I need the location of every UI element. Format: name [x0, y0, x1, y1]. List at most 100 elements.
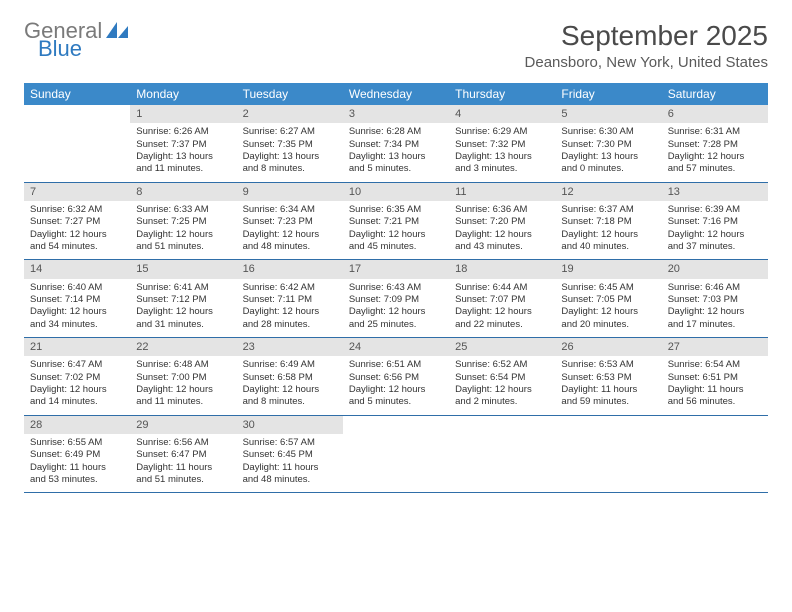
sunset-text: Sunset: 7:02 PM: [30, 372, 124, 384]
dl2-text: and 54 minutes.: [30, 241, 124, 253]
sunset-text: Sunset: 7:34 PM: [349, 139, 443, 151]
sunset-text: Sunset: 7:35 PM: [243, 139, 337, 151]
dl2-text: and 48 minutes.: [243, 241, 337, 253]
day-cell: 8Sunrise: 6:33 AMSunset: 7:25 PMDaylight…: [130, 183, 236, 260]
day-header: Friday: [555, 83, 661, 105]
logo: General Blue: [24, 20, 128, 60]
day-number: 22: [130, 338, 236, 356]
dl2-text: and 20 minutes.: [561, 319, 655, 331]
day-cell: 11Sunrise: 6:36 AMSunset: 7:20 PMDayligh…: [449, 183, 555, 260]
sunset-text: Sunset: 7:00 PM: [136, 372, 230, 384]
day-number: 12: [555, 183, 661, 201]
day-body: Sunrise: 6:48 AMSunset: 7:00 PMDaylight:…: [130, 356, 236, 414]
day-body: Sunrise: 6:46 AMSunset: 7:03 PMDaylight:…: [662, 279, 768, 337]
day-number: 5: [555, 105, 661, 123]
sunrise-text: Sunrise: 6:30 AM: [561, 126, 655, 138]
dl1-text: Daylight: 13 hours: [561, 151, 655, 163]
day-cell: 4Sunrise: 6:29 AMSunset: 7:32 PMDaylight…: [449, 105, 555, 182]
dl1-text: Daylight: 12 hours: [668, 229, 762, 241]
sunrise-text: Sunrise: 6:57 AM: [243, 437, 337, 449]
dl2-text: and 5 minutes.: [349, 396, 443, 408]
calendar-page: General Blue September 2025 Deansboro, N…: [0, 0, 792, 513]
sunrise-text: Sunrise: 6:27 AM: [243, 126, 337, 138]
week-row: 28Sunrise: 6:55 AMSunset: 6:49 PMDayligh…: [24, 416, 768, 494]
day-body: Sunrise: 6:42 AMSunset: 7:11 PMDaylight:…: [237, 279, 343, 337]
day-cell: 20Sunrise: 6:46 AMSunset: 7:03 PMDayligh…: [662, 260, 768, 337]
day-cell: 26Sunrise: 6:53 AMSunset: 6:53 PMDayligh…: [555, 338, 661, 415]
sunrise-text: Sunrise: 6:43 AM: [349, 282, 443, 294]
month-title: September 2025: [525, 20, 768, 52]
day-body: Sunrise: 6:28 AMSunset: 7:34 PMDaylight:…: [343, 123, 449, 181]
sunrise-text: Sunrise: 6:54 AM: [668, 359, 762, 371]
sunset-text: Sunset: 6:58 PM: [243, 372, 337, 384]
sunrise-text: Sunrise: 6:46 AM: [668, 282, 762, 294]
day-cell: 3Sunrise: 6:28 AMSunset: 7:34 PMDaylight…: [343, 105, 449, 182]
day-body: Sunrise: 6:47 AMSunset: 7:02 PMDaylight:…: [24, 356, 130, 414]
dl2-text: and 11 minutes.: [136, 396, 230, 408]
day-cell: 16Sunrise: 6:42 AMSunset: 7:11 PMDayligh…: [237, 260, 343, 337]
day-body: Sunrise: 6:43 AMSunset: 7:09 PMDaylight:…: [343, 279, 449, 337]
day-cell: 18Sunrise: 6:44 AMSunset: 7:07 PMDayligh…: [449, 260, 555, 337]
day-headers-row: SundayMondayTuesdayWednesdayThursdayFrid…: [24, 83, 768, 105]
day-body: Sunrise: 6:49 AMSunset: 6:58 PMDaylight:…: [237, 356, 343, 414]
day-cell: 1Sunrise: 6:26 AMSunset: 7:37 PMDaylight…: [130, 105, 236, 182]
day-number: 1: [130, 105, 236, 123]
dl2-text: and 25 minutes.: [349, 319, 443, 331]
sunset-text: Sunset: 6:56 PM: [349, 372, 443, 384]
dl2-text: and 8 minutes.: [243, 163, 337, 175]
sunrise-text: Sunrise: 6:36 AM: [455, 204, 549, 216]
day-cell: 19Sunrise: 6:45 AMSunset: 7:05 PMDayligh…: [555, 260, 661, 337]
sunset-text: Sunset: 7:25 PM: [136, 216, 230, 228]
dl2-text: and 43 minutes.: [455, 241, 549, 253]
day-header: Monday: [130, 83, 236, 105]
sunrise-text: Sunrise: 6:26 AM: [136, 126, 230, 138]
day-number: 25: [449, 338, 555, 356]
day-body: Sunrise: 6:37 AMSunset: 7:18 PMDaylight:…: [555, 201, 661, 259]
day-cell: 24Sunrise: 6:51 AMSunset: 6:56 PMDayligh…: [343, 338, 449, 415]
week-row: 7Sunrise: 6:32 AMSunset: 7:27 PMDaylight…: [24, 183, 768, 261]
day-cell: 27Sunrise: 6:54 AMSunset: 6:51 PMDayligh…: [662, 338, 768, 415]
sunrise-text: Sunrise: 6:42 AM: [243, 282, 337, 294]
day-number: 24: [343, 338, 449, 356]
header: General Blue September 2025 Deansboro, N…: [24, 20, 768, 71]
sunset-text: Sunset: 7:03 PM: [668, 294, 762, 306]
sunrise-text: Sunrise: 6:53 AM: [561, 359, 655, 371]
dl2-text: and 56 minutes.: [668, 396, 762, 408]
day-body: Sunrise: 6:29 AMSunset: 7:32 PMDaylight:…: [449, 123, 555, 181]
day-number: 21: [24, 338, 130, 356]
dl2-text: and 51 minutes.: [136, 241, 230, 253]
location-subtitle: Deansboro, New York, United States: [525, 54, 768, 71]
dl1-text: Daylight: 12 hours: [243, 229, 337, 241]
sunrise-text: Sunrise: 6:32 AM: [30, 204, 124, 216]
dl1-text: Daylight: 12 hours: [561, 306, 655, 318]
dl1-text: Daylight: 11 hours: [136, 462, 230, 474]
dl2-text: and 40 minutes.: [561, 241, 655, 253]
sunrise-text: Sunrise: 6:55 AM: [30, 437, 124, 449]
sunrise-text: Sunrise: 6:45 AM: [561, 282, 655, 294]
day-body: Sunrise: 6:36 AMSunset: 7:20 PMDaylight:…: [449, 201, 555, 259]
dl1-text: Daylight: 12 hours: [243, 384, 337, 396]
sunset-text: Sunset: 6:45 PM: [243, 449, 337, 461]
day-number: 30: [237, 416, 343, 434]
sunrise-text: Sunrise: 6:51 AM: [349, 359, 443, 371]
day-body: Sunrise: 6:35 AMSunset: 7:21 PMDaylight:…: [343, 201, 449, 259]
dl1-text: Daylight: 12 hours: [668, 306, 762, 318]
day-header: Sunday: [24, 83, 130, 105]
day-cell: [449, 416, 555, 493]
sunset-text: Sunset: 7:16 PM: [668, 216, 762, 228]
dl2-text: and 57 minutes.: [668, 163, 762, 175]
sunset-text: Sunset: 7:18 PM: [561, 216, 655, 228]
dl1-text: Daylight: 12 hours: [136, 384, 230, 396]
day-cell: 9Sunrise: 6:34 AMSunset: 7:23 PMDaylight…: [237, 183, 343, 260]
sunrise-text: Sunrise: 6:48 AM: [136, 359, 230, 371]
day-cell: 10Sunrise: 6:35 AMSunset: 7:21 PMDayligh…: [343, 183, 449, 260]
day-number: 13: [662, 183, 768, 201]
day-number: 9: [237, 183, 343, 201]
dl1-text: Daylight: 11 hours: [30, 462, 124, 474]
day-cell: 6Sunrise: 6:31 AMSunset: 7:28 PMDaylight…: [662, 105, 768, 182]
day-cell: [662, 416, 768, 493]
dl1-text: Daylight: 12 hours: [561, 229, 655, 241]
day-number: 6: [662, 105, 768, 123]
day-cell: 17Sunrise: 6:43 AMSunset: 7:09 PMDayligh…: [343, 260, 449, 337]
sunset-text: Sunset: 7:14 PM: [30, 294, 124, 306]
